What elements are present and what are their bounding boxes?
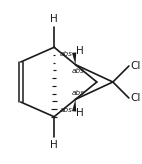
Text: H: H (76, 108, 84, 118)
Text: abs: abs (59, 107, 72, 113)
Text: abs: abs (71, 68, 84, 74)
Polygon shape (72, 99, 76, 112)
Text: abs: abs (71, 90, 84, 96)
Polygon shape (72, 52, 76, 65)
Text: Cl: Cl (130, 61, 141, 71)
Text: H: H (50, 14, 58, 24)
Text: H: H (50, 140, 58, 150)
Text: H: H (76, 46, 84, 56)
Text: Cl: Cl (130, 93, 141, 103)
Text: abs: abs (59, 51, 72, 57)
